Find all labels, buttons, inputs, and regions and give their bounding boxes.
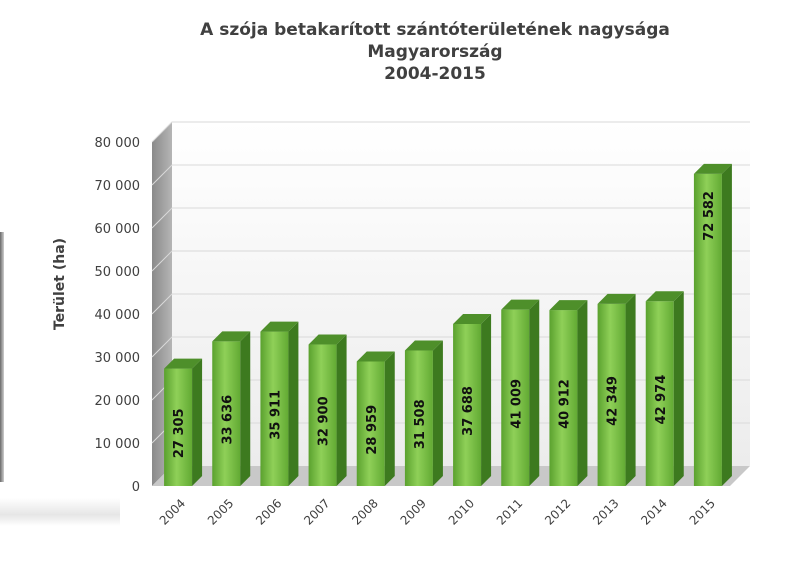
- bar-top: [356, 351, 395, 362]
- y-tick-label: 40 000: [95, 308, 141, 323]
- bar-2005: [212, 331, 251, 486]
- y-tick-label: 0: [132, 480, 140, 495]
- bar-front: [693, 173, 722, 486]
- bar-side: [192, 358, 203, 486]
- data-label: 33 636: [220, 395, 235, 445]
- bar-front: [645, 301, 674, 486]
- bar-top: [597, 293, 636, 304]
- chart-title-line-2: Magyarország: [367, 42, 503, 62]
- bar-top: [549, 300, 588, 311]
- y-tick-label: 30 000: [95, 351, 141, 366]
- gridline: [151, 250, 750, 272]
- bar-2014: [645, 291, 684, 486]
- left-edge-shadow: [0, 232, 4, 482]
- data-label: 42 974: [654, 375, 669, 425]
- x-tick-label: 2014: [638, 496, 669, 527]
- bar-2008: [356, 351, 395, 486]
- chart-title-line-3: 2004-2015: [384, 64, 486, 84]
- x-tick-label: 2011: [494, 496, 525, 527]
- x-tick-label: 2013: [590, 496, 621, 527]
- data-label: 27 305: [172, 408, 187, 458]
- bar-top: [645, 291, 684, 302]
- chart-title-line-1: A szója betakarított szántóterületének n…: [200, 20, 670, 40]
- data-label: 31 508: [413, 399, 428, 449]
- x-tick-label: 2007: [301, 496, 332, 527]
- gridline: [151, 293, 750, 315]
- bar-top: [453, 313, 492, 324]
- y-tick-label: 70 000: [95, 179, 141, 194]
- data-label: 37 688: [461, 386, 476, 436]
- x-tick-label: 2004: [157, 496, 188, 527]
- bar-top: [501, 299, 540, 310]
- bar-top: [693, 163, 732, 174]
- bar-side: [673, 291, 684, 486]
- x-tick-label: 2015: [687, 496, 718, 527]
- bar-side: [384, 351, 395, 486]
- data-label: 42 349: [606, 376, 621, 426]
- bar-front: [308, 344, 337, 486]
- gridline: [151, 164, 750, 186]
- bar-2007: [308, 334, 347, 486]
- bar-front: [164, 368, 193, 486]
- bar-front: [549, 310, 578, 486]
- bar-side: [240, 331, 251, 486]
- bar-side: [529, 299, 540, 486]
- y-tick-label: 20 000: [95, 394, 141, 409]
- bar-side: [721, 163, 732, 486]
- x-tick-label: 2006: [253, 496, 284, 527]
- bar-side: [336, 334, 347, 486]
- bar-2010: [453, 313, 492, 486]
- y-axis-label: Terület (ha): [52, 238, 68, 330]
- data-label: 35 911: [268, 390, 283, 440]
- data-label: 40 912: [557, 379, 572, 429]
- bar-2015: [693, 163, 732, 486]
- bar-front: [260, 331, 289, 486]
- bar-top: [212, 331, 251, 342]
- bar-front: [404, 350, 433, 486]
- bar-front: [501, 309, 530, 486]
- bar-front: [453, 323, 482, 486]
- x-tick-label: 2009: [398, 496, 429, 527]
- bar-side: [577, 300, 588, 486]
- x-tick-label: 2005: [205, 496, 236, 527]
- y-tick-label: 50 000: [95, 265, 141, 280]
- gridline: [151, 207, 750, 229]
- x-tick-label: 2012: [542, 496, 573, 527]
- bar-top: [164, 358, 203, 369]
- bar-top: [260, 321, 299, 332]
- x-tick-label: 2010: [446, 496, 477, 527]
- bar-front: [597, 303, 626, 486]
- y-tick-label: 60 000: [95, 222, 141, 237]
- data-label: 32 900: [317, 396, 332, 446]
- y-tick-label: 10 000: [95, 437, 141, 452]
- bar-2012: [549, 300, 588, 486]
- y-tick-label: 80 000: [95, 136, 141, 151]
- bar-side: [432, 340, 443, 486]
- data-label: 41 009: [509, 379, 524, 429]
- x-tick-label: 2008: [349, 496, 380, 527]
- bottom-edge-shadow: [0, 498, 120, 526]
- bar-side: [625, 293, 636, 486]
- bar-side: [481, 313, 492, 486]
- bar-top: [308, 334, 347, 345]
- bar-2004: [164, 358, 203, 486]
- bar-2006: [260, 321, 299, 486]
- bar-2011: [501, 299, 540, 486]
- gridline: [151, 121, 750, 143]
- bar-front: [212, 341, 241, 486]
- bar-2009: [404, 340, 443, 486]
- bar-top: [404, 340, 443, 351]
- data-label: 72 582: [702, 191, 717, 241]
- bar-front: [356, 361, 385, 486]
- bar-side: [288, 321, 299, 486]
- bar-2013: [597, 293, 636, 486]
- data-label: 28 959: [365, 405, 380, 455]
